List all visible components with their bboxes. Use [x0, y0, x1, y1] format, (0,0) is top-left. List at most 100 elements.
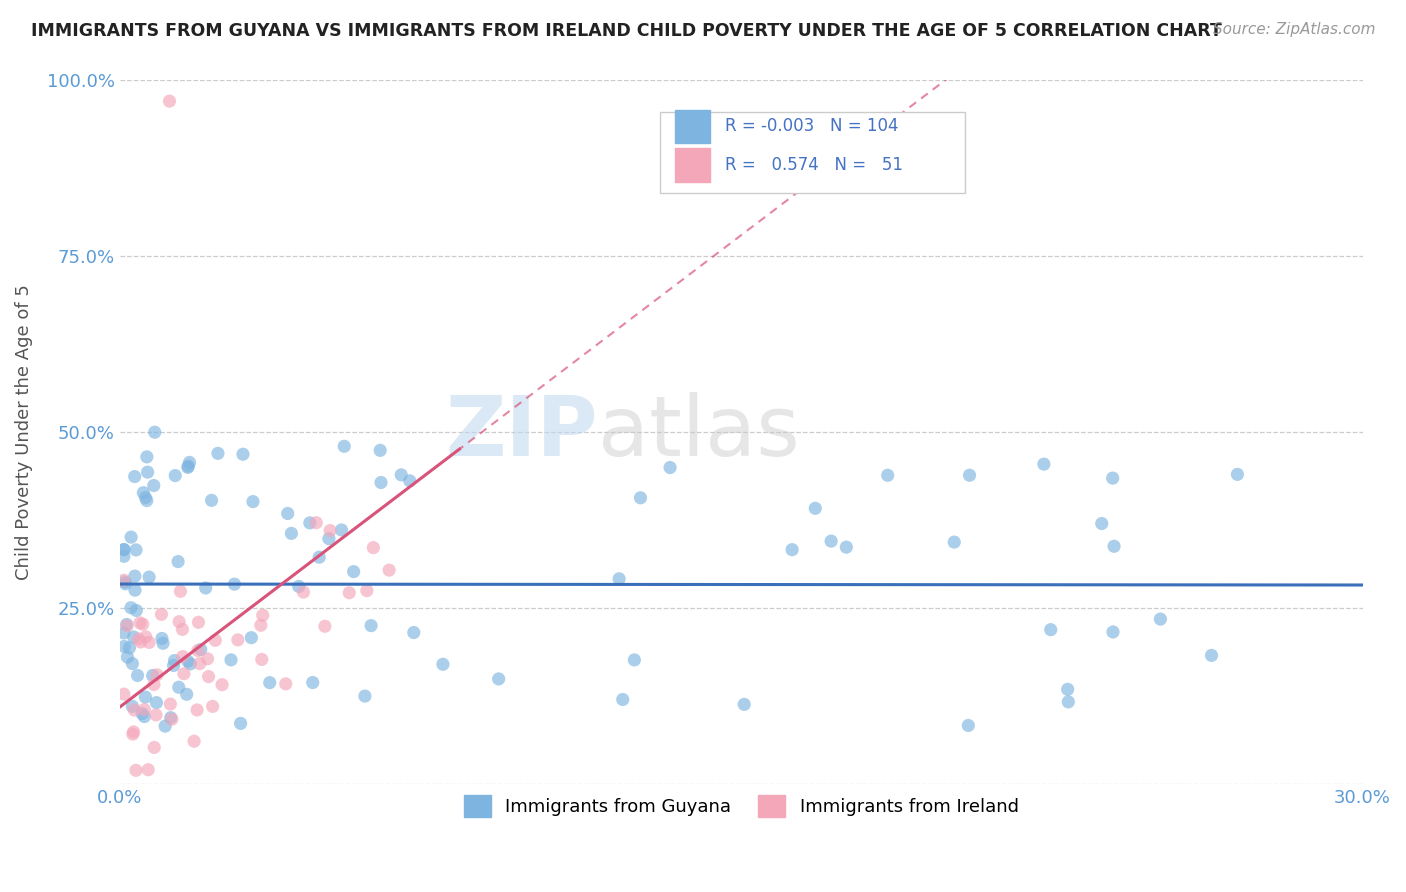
Point — [112, 574, 135, 588]
Point — [733, 698, 755, 712]
Point — [1201, 648, 1223, 663]
Point — [167, 615, 190, 629]
Text: R =   0.574   N =   51: R = 0.574 N = 51 — [725, 156, 903, 174]
Point — [117, 650, 139, 665]
Point — [114, 574, 136, 589]
Point — [188, 657, 211, 671]
Point — [159, 94, 181, 108]
Point — [132, 617, 155, 632]
Point — [179, 455, 201, 469]
Point — [160, 712, 183, 726]
Point — [226, 632, 249, 647]
Point — [360, 618, 382, 632]
Point — [804, 501, 827, 516]
Point — [112, 542, 135, 557]
Point — [1226, 467, 1249, 482]
Point — [356, 583, 378, 598]
Point — [112, 640, 135, 654]
Point — [333, 439, 356, 453]
Point — [127, 668, 149, 682]
Point — [135, 493, 157, 508]
Point — [131, 706, 153, 721]
Point — [121, 657, 143, 671]
Point — [169, 584, 191, 599]
Point — [204, 633, 226, 648]
Point — [1149, 612, 1171, 626]
Point — [219, 653, 242, 667]
Point — [146, 668, 169, 682]
Point — [142, 677, 165, 691]
Point — [1032, 457, 1054, 471]
Point — [118, 640, 141, 655]
Point — [114, 576, 136, 591]
Text: ZIP: ZIP — [446, 392, 598, 473]
Point — [134, 491, 156, 505]
Point — [136, 763, 159, 777]
Point — [172, 649, 194, 664]
Point — [370, 475, 392, 490]
Point — [308, 550, 330, 565]
Point — [229, 716, 252, 731]
Point — [314, 619, 336, 633]
Point — [122, 630, 145, 644]
Point — [211, 678, 233, 692]
Point — [197, 652, 219, 666]
Point — [242, 494, 264, 508]
Point — [957, 718, 980, 732]
Point — [122, 724, 145, 739]
Point — [129, 635, 152, 649]
Point — [607, 572, 630, 586]
Point — [659, 460, 682, 475]
Point — [176, 687, 198, 701]
Y-axis label: Child Poverty Under the Age of 5: Child Poverty Under the Age of 5 — [15, 285, 32, 580]
Point — [319, 524, 342, 538]
Point — [1039, 623, 1062, 637]
Point — [121, 727, 143, 741]
Point — [298, 516, 321, 530]
Point — [143, 425, 166, 440]
Point — [150, 607, 173, 622]
Point — [159, 697, 181, 711]
Legend: Immigrants from Guyana, Immigrants from Ireland: Immigrants from Guyana, Immigrants from … — [457, 789, 1026, 825]
Point — [183, 734, 205, 748]
Point — [292, 585, 315, 599]
Point — [207, 446, 229, 460]
Point — [363, 541, 385, 555]
Point — [145, 708, 167, 723]
Point — [179, 657, 201, 671]
Point — [138, 635, 160, 649]
Point — [162, 658, 184, 673]
Point — [176, 654, 198, 668]
Point — [187, 643, 209, 657]
Point — [343, 565, 366, 579]
Point — [301, 675, 323, 690]
Point — [115, 617, 138, 632]
Text: Source: ZipAtlas.com: Source: ZipAtlas.com — [1212, 22, 1375, 37]
Point — [134, 702, 156, 716]
Point — [224, 577, 246, 591]
Point — [612, 692, 634, 706]
Point — [1102, 624, 1125, 639]
Point — [167, 555, 190, 569]
Point — [197, 669, 219, 683]
Point — [136, 465, 159, 479]
Point — [124, 469, 146, 483]
Text: atlas: atlas — [598, 392, 800, 473]
Point — [1057, 695, 1080, 709]
Point — [153, 719, 176, 733]
Point — [115, 619, 138, 633]
Point — [277, 507, 299, 521]
Point — [112, 626, 135, 640]
Point — [318, 532, 340, 546]
Point — [112, 687, 135, 701]
Point — [186, 703, 208, 717]
Point — [135, 630, 157, 644]
Point — [1101, 471, 1123, 485]
Point — [835, 540, 858, 554]
Point — [630, 491, 652, 505]
Point — [150, 632, 173, 646]
Point — [250, 652, 273, 666]
Text: R = -0.003   N = 104: R = -0.003 N = 104 — [725, 118, 898, 136]
Point — [252, 608, 274, 623]
Point — [128, 632, 150, 646]
